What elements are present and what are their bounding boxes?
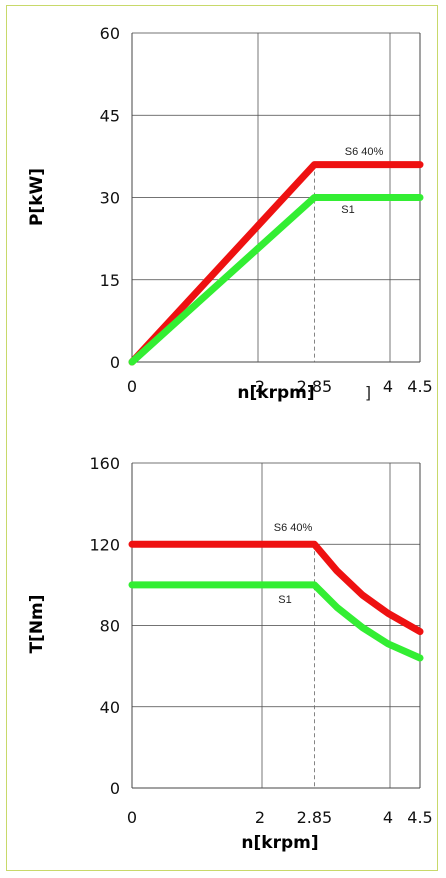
y-tick-label: 80	[100, 617, 120, 636]
x-tick-label: 2.85	[297, 808, 333, 827]
x-tick-label: 2	[255, 808, 265, 827]
chart-2: 0 40 80 120 160 0 2 2.85 4 4.5 S6 40% S1 T[Nm] n[krpm…	[27, 454, 433, 853]
y-tick-label: 60	[100, 24, 120, 43]
y-tick-label: 120	[89, 535, 120, 554]
stray-bracket-label: ]	[365, 383, 371, 402]
x-axis-label: n[krpm]	[241, 833, 318, 853]
x-tick-label: 4.5	[407, 808, 432, 827]
y-tick-label: 30	[100, 189, 120, 208]
y-tick-label: 15	[100, 271, 120, 290]
series-label-s1: S1	[341, 204, 354, 216]
x-tick-label: 4	[383, 808, 393, 827]
y-tick-label: 45	[100, 106, 120, 125]
y-axis-label: T[Nm]	[27, 594, 47, 653]
x-axis-label: n[krpm]	[237, 383, 314, 403]
y-tick-label: 160	[89, 454, 120, 473]
series-label-s6: S6 40%	[274, 522, 313, 534]
x-tick-label: 0	[127, 808, 137, 827]
y-tick-label: 0	[110, 353, 120, 372]
y-tick-label: 0	[110, 779, 120, 798]
x-tick-label: 0	[127, 377, 137, 396]
series-label-s1: S1	[278, 594, 291, 606]
y-tick-label: 40	[100, 698, 120, 717]
y-axis-label: P[kW]	[27, 168, 47, 226]
x-tick-label: 4	[383, 377, 393, 396]
series-line-s1	[132, 585, 420, 658]
x-tick-label: 4.5	[407, 377, 432, 396]
series-label-s6: S6 40%	[345, 146, 384, 158]
